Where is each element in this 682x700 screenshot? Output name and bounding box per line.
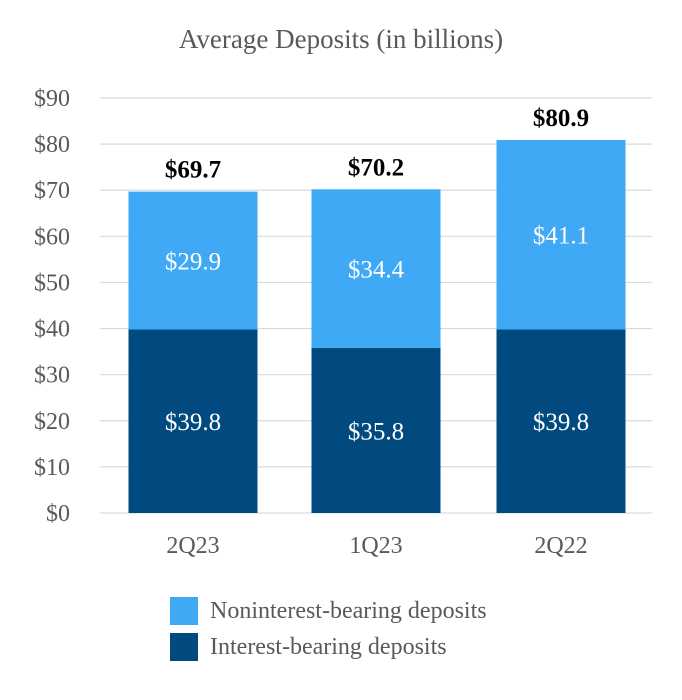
bar-segment-interest [311,347,441,513]
y-tick-label: $0 [46,501,70,527]
total-label: $70.2 [348,154,404,181]
y-tick-label: $60 [34,224,70,250]
bar-segment-noninterest [311,189,441,348]
bar-segment-interest [128,329,258,513]
y-tick-label: $80 [34,132,70,158]
x-tick-label: 2Q22 [534,533,587,559]
legend-label-interest: Interest-bearing deposits [210,633,447,660]
y-tick-label: $90 [34,86,70,112]
bar-segment-noninterest [496,139,626,330]
y-tick-label: $30 [34,363,70,389]
data-label-noninterest: $29.9 [165,249,221,276]
chart-title: Average Deposits (in billions) [178,24,504,54]
total-label: $80.9 [533,105,589,132]
y-tick-label: $10 [34,455,70,481]
x-tick-label: 1Q23 [349,533,402,559]
legend-swatch-noninterest [170,597,198,625]
x-axis-tick-labels: 2Q23 1Q23 2Q22 [166,533,587,559]
data-label-interest: $35.8 [348,418,404,445]
bar-segment-noninterest [128,191,258,330]
x-tick-label: 2Q23 [166,533,219,559]
data-label-noninterest: $41.1 [533,223,589,250]
total-label: $69.7 [165,157,221,184]
y-tick-label: $40 [34,317,70,343]
bar-segment-interest [496,329,626,513]
legend-label-noninterest: Noninterest-bearing deposits [210,597,487,624]
y-tick-label: $20 [34,409,70,435]
data-label-noninterest: $34.4 [348,257,405,284]
data-label-interest: $39.8 [165,409,221,436]
y-tick-label: $70 [34,178,70,204]
data-label-interest: $39.8 [533,409,589,436]
y-axis-tick-labels: $0 $10 $20 $30 $40 $50 $60 $70 $80 $90 [34,86,70,527]
legend: Noninterest-bearing deposits Interest-be… [170,594,487,666]
y-tick-label: $50 [34,270,70,296]
bars: $39.8 $29.9 $69.7 $35.8 $34.4 $70.2 $39.8 $41.1… [128,105,626,513]
legend-item-interest: Interest-bearing deposits [170,630,487,664]
legend-swatch-interest [170,633,198,661]
legend-item-noninterest: Noninterest-bearing deposits [170,594,487,628]
